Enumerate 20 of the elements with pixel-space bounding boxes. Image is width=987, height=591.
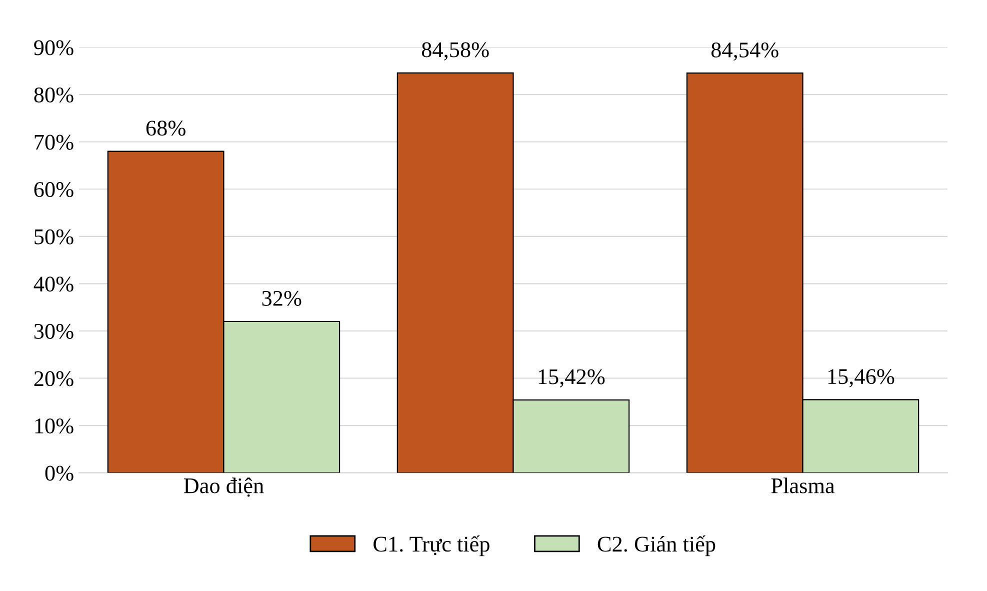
data-label: 84,58%	[422, 42, 489, 60]
y-tick-label: 80%	[34, 87, 74, 103]
legend-label: C1. Trực tiếp	[374, 535, 490, 556]
y-tick-label: 50%	[34, 229, 74, 244]
y-tick-label: 10%	[35, 418, 74, 434]
data-label: 15,46%	[828, 369, 894, 388]
data-label: 84,54%	[711, 42, 778, 61]
y-tick-label: 0%	[45, 466, 74, 481]
y-tick-label: 70%	[34, 134, 74, 150]
y-tick-label: 30%	[34, 324, 74, 339]
data-label: 15,42%	[538, 369, 605, 388]
x-tick-label: Dao điện	[184, 478, 264, 497]
data-label: 32%	[262, 290, 302, 306]
y-tick-label: 40%	[34, 276, 74, 292]
y-tick-label: 20%	[34, 371, 74, 386]
legend-label: C2. Gián tiếp	[598, 535, 716, 556]
x-tick-label: Plasma	[771, 478, 835, 494]
data-label: 68%	[146, 120, 186, 136]
y-tick-label: 90%	[34, 40, 74, 56]
y-tick-label: 60%	[34, 182, 74, 198]
